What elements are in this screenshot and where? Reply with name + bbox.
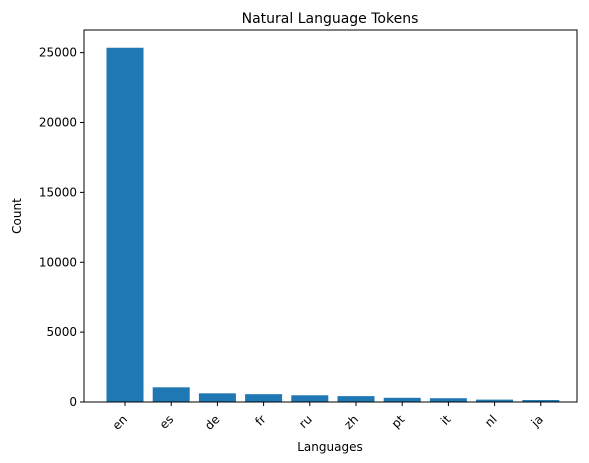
y-tick-label: 20000: [39, 116, 77, 130]
bar-it: [429, 398, 467, 402]
x-axis-label: Languages: [297, 440, 362, 454]
bar-es: [152, 387, 190, 402]
plot-frame: [83, 29, 578, 403]
bar-fr: [245, 394, 283, 402]
bar-ja: [522, 400, 560, 402]
y-tick-label: 25000: [39, 46, 77, 60]
bars: [106, 47, 560, 402]
y-axis: 0 5000 10000 15000 20000 25000: [39, 46, 84, 409]
y-tick-label: 0: [69, 395, 77, 409]
bar-de: [198, 393, 236, 402]
bar-pt: [383, 397, 421, 402]
bar-en: [106, 47, 144, 402]
y-axis-label: Count: [10, 198, 24, 234]
bar-ru: [291, 395, 329, 402]
y-tick-label: 5000: [46, 325, 77, 339]
bar-nl: [476, 399, 514, 402]
chart-title: Natural Language Tokens: [242, 11, 419, 27]
bar-zh: [337, 396, 375, 402]
y-tick-label: 15000: [39, 185, 77, 199]
y-tick-label: 10000: [39, 255, 77, 269]
